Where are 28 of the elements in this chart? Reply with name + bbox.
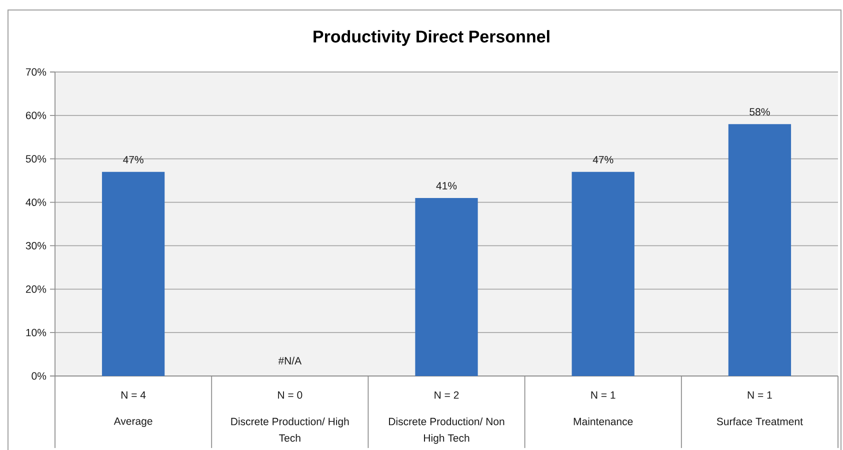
y-tick-label: 10% bbox=[26, 328, 46, 336]
text: N = 1 bbox=[591, 391, 616, 399]
text: N = 2 bbox=[434, 391, 459, 399]
x-tick-label: Maintenance bbox=[574, 418, 633, 426]
y-tick-label: 20% bbox=[26, 285, 46, 293]
y-tick-label: 0% bbox=[32, 372, 46, 380]
y-tick-label: 70% bbox=[26, 68, 46, 76]
y-tick-label: 30% bbox=[26, 242, 46, 250]
y-tick-label: 40% bbox=[26, 198, 46, 206]
text: N = 1 bbox=[748, 391, 772, 399]
bar bbox=[572, 172, 634, 376]
chart-title: Productivity Direct Personnel bbox=[314, 30, 550, 46]
x-tick-label: Discrete Production/ High Tech bbox=[231, 418, 349, 442]
data-label: 41% bbox=[436, 182, 457, 190]
data-label: 58% bbox=[750, 108, 770, 116]
y-tick-label: 60% bbox=[26, 112, 46, 120]
text: N = 4 bbox=[121, 391, 146, 399]
bar bbox=[415, 198, 478, 376]
data-label: 47% bbox=[592, 156, 614, 164]
x-tick-label: Average bbox=[114, 418, 152, 427]
bar bbox=[102, 172, 165, 376]
text: N = 0 bbox=[278, 391, 302, 399]
bar bbox=[728, 124, 792, 376]
data-label: 47% bbox=[123, 156, 144, 164]
x-tick-label: Discrete Production/ Non High Tech bbox=[389, 418, 504, 444]
y-tick-label: 50% bbox=[26, 155, 46, 163]
x-tick-label: Surface Treatment bbox=[716, 418, 803, 426]
text: #N/A bbox=[278, 356, 302, 364]
